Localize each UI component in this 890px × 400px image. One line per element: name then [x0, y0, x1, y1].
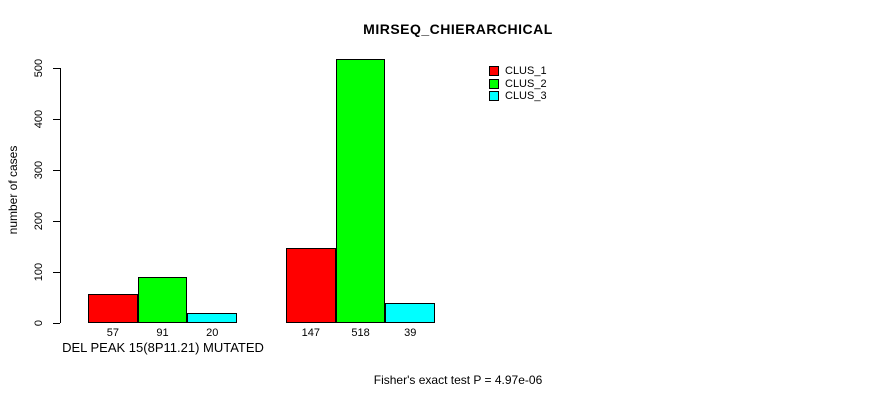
y-tick-label-400: 400	[33, 109, 45, 129]
y-tick-mark-200	[53, 221, 60, 222]
bar-value-clus_2-group1: 91	[156, 327, 169, 339]
y-tick-label-200: 200	[33, 211, 45, 231]
bar-clus_3-group2	[385, 303, 436, 323]
y-tick-mark-300	[53, 170, 60, 171]
y-tick-mark-400	[53, 119, 60, 120]
y-tick-label-300: 300	[33, 160, 45, 180]
y-tick-mark-500	[53, 68, 60, 69]
legend: CLUS_1 CLUS_2 CLUS_3	[489, 65, 547, 103]
x-group-label: DEL PEAK 15(8P11.21) MUTATED	[62, 340, 264, 355]
bar-value-clus_2-group2: 518	[351, 327, 370, 339]
legend-label: CLUS_1	[505, 65, 547, 78]
legend-row-clus_1: CLUS_1	[489, 65, 547, 78]
legend-swatch-icon	[489, 91, 499, 102]
chart-title: MIRSEQ_CHIERARCHICAL	[363, 21, 553, 37]
legend-label: CLUS_2	[505, 77, 547, 90]
y-tick-label-0: 0	[33, 319, 45, 327]
legend-row-clus_3: CLUS_3	[489, 90, 547, 103]
fisher-test-annotation: Fisher's exact test P = 4.97e-06	[373, 373, 543, 387]
y-tick-mark-0	[53, 323, 60, 324]
y-axis-label: number of cases	[6, 145, 20, 235]
bar-value-clus_3-group1: 20	[206, 327, 219, 339]
bar-value-clus_1-group2: 147	[301, 327, 321, 339]
bar-clus_2-group1	[137, 276, 188, 323]
bar-clus_1-group1	[88, 293, 138, 323]
legend-swatch-icon	[489, 66, 499, 77]
legend-row-clus_2: CLUS_2	[489, 78, 547, 91]
legend-label: CLUS_3	[505, 90, 547, 103]
bar-clus_3-group1	[187, 312, 238, 323]
y-tick-mark-100	[53, 272, 60, 273]
bar-clus_1-group2	[286, 248, 336, 323]
legend-swatch-icon	[489, 78, 499, 89]
y-axis-line	[60, 68, 61, 323]
y-tick-label-100: 100	[33, 262, 45, 282]
y-tick-label-500: 500	[33, 58, 45, 78]
bar-value-clus_3-group2: 39	[404, 327, 417, 339]
bar-value-clus_1-group1: 57	[106, 327, 119, 339]
bar-clus_2-group2	[335, 58, 386, 323]
